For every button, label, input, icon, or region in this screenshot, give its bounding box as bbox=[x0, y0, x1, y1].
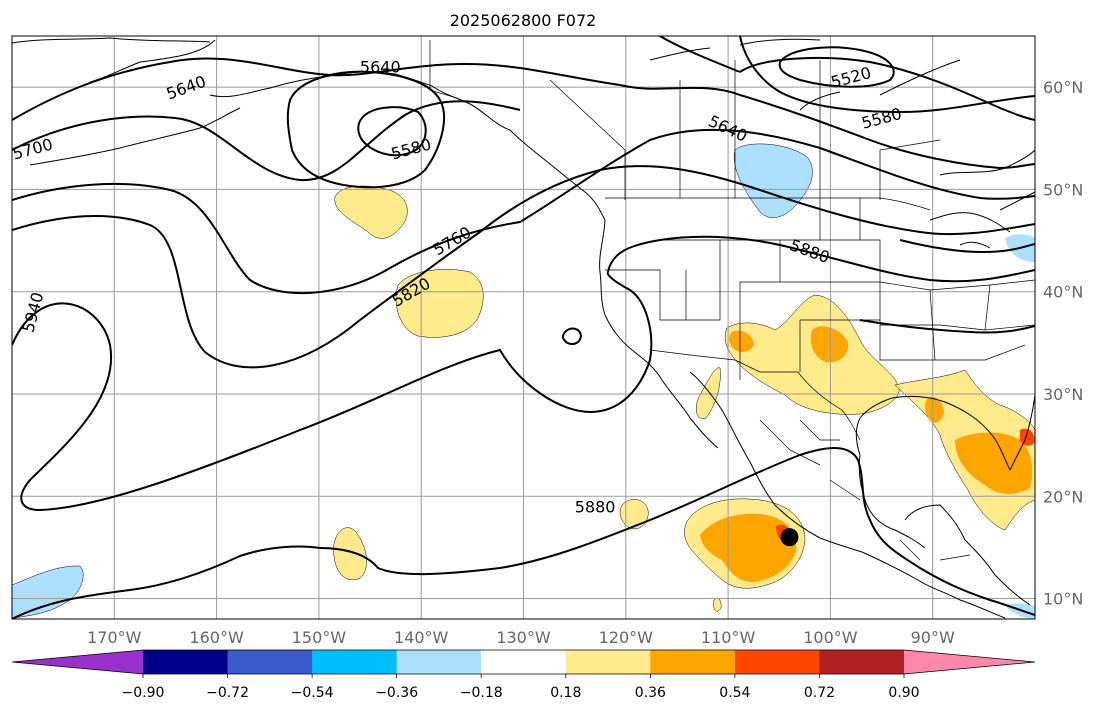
map-title: 2025062800 F072 bbox=[450, 11, 597, 30]
contour-5820-southeast bbox=[859, 319, 1035, 334]
shade-epac-storm-orange bbox=[700, 513, 797, 583]
contour-5760 bbox=[12, 128, 1035, 295]
shade-mexico-coast bbox=[696, 367, 721, 420]
lon-tick-label: 90°W bbox=[911, 628, 955, 647]
lon-tick-label: 170°W bbox=[87, 628, 142, 647]
colorbar-extend-low bbox=[12, 650, 143, 674]
colorbar-cell bbox=[565, 650, 651, 674]
colorbar-tick-label: 0.54 bbox=[719, 685, 750, 701]
coastline-florida bbox=[1009, 394, 1035, 471]
contour-5580-low bbox=[357, 106, 427, 157]
shade-gulf-alaska bbox=[334, 185, 408, 239]
colorbar-tick-label: −0.90 bbox=[122, 685, 165, 701]
contour-5940-small bbox=[561, 327, 583, 345]
colorbar-cell bbox=[650, 650, 736, 674]
contour-5580-east bbox=[739, 56, 1035, 121]
contour-5760-east bbox=[899, 239, 1035, 253]
shade-central-pacific bbox=[333, 527, 367, 581]
contour-5880-north bbox=[607, 235, 1035, 283]
coastline-great-lakes bbox=[929, 212, 1011, 249]
latitude-tick-labels: 10°N 20°N 30°N 40°N 50°N 60°N bbox=[1043, 78, 1083, 608]
storm-center-marker bbox=[780, 528, 799, 547]
lat-tick-label: 50°N bbox=[1043, 180, 1083, 199]
coastline-yucatan bbox=[904, 504, 966, 541]
colorbar-tick-label: 0.72 bbox=[804, 685, 835, 701]
colorbar-cell bbox=[819, 650, 905, 674]
lon-tick-label: 150°W bbox=[292, 628, 347, 647]
lon-tick-label: 160°W bbox=[189, 628, 244, 647]
coastline-gulf bbox=[855, 395, 1011, 471]
colorbar-extend-high bbox=[904, 650, 1035, 674]
lon-tick-label: 120°W bbox=[599, 628, 654, 647]
height-contours bbox=[12, 36, 1035, 619]
lat-tick-label: 40°N bbox=[1043, 283, 1083, 302]
map-frame bbox=[11, 35, 1036, 620]
lon-tick-label: 130°W bbox=[496, 628, 551, 647]
coastline-bc-panhandle bbox=[469, 103, 606, 221]
colorbar-cell bbox=[481, 650, 567, 674]
border-states-west bbox=[605, 239, 781, 380]
border-provinces bbox=[549, 60, 941, 200]
shade-southwest-orange-2 bbox=[810, 326, 849, 363]
shade-canada-blue bbox=[733, 143, 813, 218]
colorbar-tick-label: −0.54 bbox=[291, 685, 334, 701]
lat-tick-label: 60°N bbox=[1043, 78, 1083, 97]
lon-tick-label: 100°W bbox=[803, 628, 858, 647]
contour-5520-east bbox=[778, 46, 895, 88]
shade-gulf-orange bbox=[955, 432, 1033, 494]
border-us-mexico bbox=[649, 349, 861, 441]
shade-ne-pacific bbox=[395, 269, 484, 338]
contour-5700-west bbox=[12, 100, 521, 182]
shade-gulf-orange-2 bbox=[925, 396, 944, 423]
contour-5880-south bbox=[319, 447, 1035, 616]
lat-tick-label: 30°N bbox=[1043, 385, 1083, 404]
lat-tick-label: 20°N bbox=[1043, 487, 1083, 506]
coastline-central-america bbox=[959, 539, 1031, 619]
contour-5880-upper bbox=[619, 84, 1035, 170]
coastline-aleutians bbox=[29, 107, 241, 166]
colorbar-cell bbox=[312, 650, 398, 674]
shade-small-yellow bbox=[713, 598, 722, 612]
colorbar-tick-label: 0.18 bbox=[550, 685, 581, 701]
gridlines bbox=[12, 36, 1035, 619]
shade-sw-corner-blue bbox=[12, 565, 84, 619]
contour-5880-southwest bbox=[12, 545, 321, 619]
contour-5820 bbox=[12, 165, 1035, 369]
contour-5640-low bbox=[286, 70, 445, 189]
contour-5640-east bbox=[659, 36, 1035, 114]
lat-tick-label: 10°N bbox=[1043, 590, 1083, 609]
contour-label: 5640 bbox=[360, 58, 401, 77]
coastline-hudson bbox=[649, 38, 961, 111]
colorbar-cell bbox=[396, 650, 482, 674]
colorbar-cell bbox=[143, 650, 229, 674]
anomaly-shading bbox=[12, 143, 1035, 619]
longitude-tick-labels: 170°W 160°W 150°W 140°W 130°W 120°W 110°W 100°W… bbox=[87, 628, 955, 647]
shade-epac-small bbox=[619, 499, 649, 530]
contour-label: 5880 bbox=[575, 497, 616, 516]
coastline-mexico-gulf bbox=[858, 454, 926, 549]
contour-5880-loop bbox=[12, 271, 653, 512]
border-states-central bbox=[780, 198, 940, 372]
colorbar-tick-label: −0.18 bbox=[460, 685, 503, 701]
border-states-east bbox=[879, 279, 1035, 361]
coastline-mexico-pacific bbox=[749, 461, 961, 601]
colorbar-cell bbox=[734, 650, 820, 674]
colorbar-tick-label: 0.90 bbox=[888, 685, 919, 701]
colorbar: −0.90 −0.72 −0.54 −0.36 −0.18 0.18 0.36 0.54 0.7… bbox=[11, 649, 1036, 701]
lon-tick-label: 140°W bbox=[394, 628, 449, 647]
geography bbox=[12, 37, 1035, 619]
colorbar-tick-label: −0.36 bbox=[375, 685, 418, 701]
lon-tick-label: 110°W bbox=[701, 628, 756, 647]
colorbar-tick-label: 0.36 bbox=[635, 685, 666, 701]
coastline-baja bbox=[661, 371, 751, 463]
coastline-west-us bbox=[599, 219, 663, 381]
shade-southwest-orange-1 bbox=[729, 330, 754, 352]
border-mexico-states bbox=[759, 419, 971, 561]
colorbar-cell bbox=[227, 650, 313, 674]
colorbar-tick-label: −0.72 bbox=[206, 685, 249, 701]
